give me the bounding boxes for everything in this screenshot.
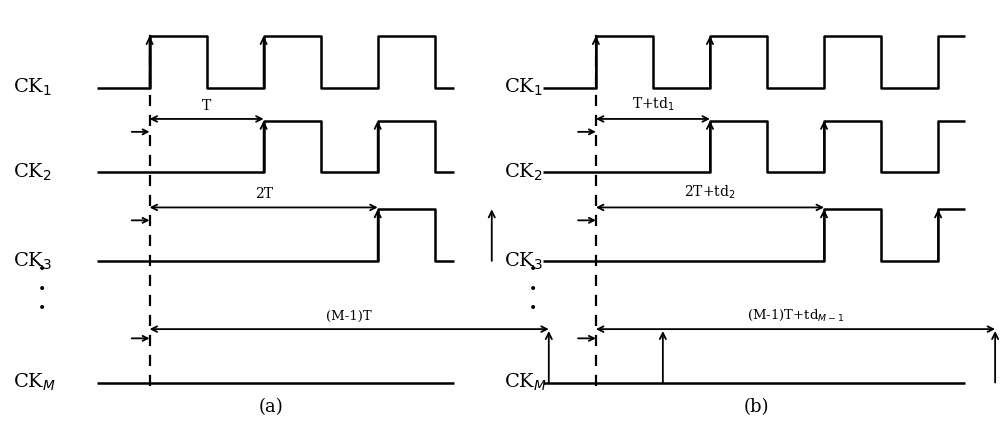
Text: 2T: 2T [255, 187, 273, 201]
Text: •
•
•: • • • [38, 262, 47, 315]
Text: CK$_3$: CK$_3$ [504, 250, 543, 271]
Text: CK$_1$: CK$_1$ [13, 77, 52, 98]
Text: 2T+td$_2$: 2T+td$_2$ [684, 184, 736, 201]
Text: CK$_M$: CK$_M$ [13, 372, 56, 393]
Text: CK$_1$: CK$_1$ [504, 77, 543, 98]
Text: T: T [202, 99, 211, 113]
Text: (a): (a) [258, 398, 283, 416]
Text: CK$_M$: CK$_M$ [504, 372, 547, 393]
Text: •
•
•: • • • [529, 262, 538, 315]
Text: (M-1)T: (M-1)T [326, 310, 372, 323]
Text: (b): (b) [744, 398, 769, 416]
Text: (M-1)T+td$_{M-1}$: (M-1)T+td$_{M-1}$ [747, 308, 844, 323]
Text: CK$_2$: CK$_2$ [504, 162, 543, 183]
Text: CK$_3$: CK$_3$ [13, 250, 52, 271]
Text: T+td$_1$: T+td$_1$ [632, 95, 674, 113]
Text: CK$_2$: CK$_2$ [13, 162, 52, 183]
